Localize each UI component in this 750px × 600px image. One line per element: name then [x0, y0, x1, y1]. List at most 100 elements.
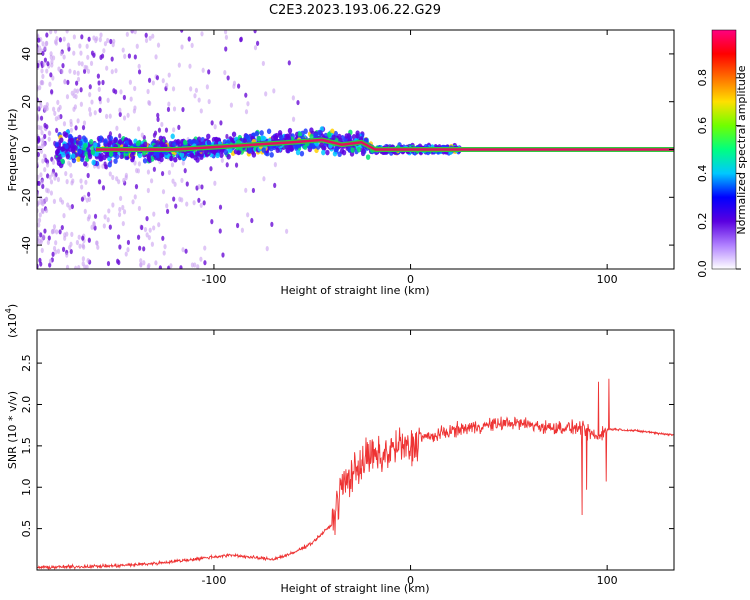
spectrogram-point — [103, 214, 107, 220]
spectrogram-point — [207, 69, 211, 75]
spectrogram-point — [124, 251, 128, 257]
spectrogram-point — [37, 105, 40, 111]
spectrogram-point — [146, 88, 150, 95]
spectrogram-point — [48, 258, 53, 264]
spectrogram-point — [119, 153, 124, 160]
colorbar-label: Normalized spectral amplitude — [735, 65, 748, 234]
spectrogram-point — [94, 37, 98, 44]
spectrogram-point — [226, 153, 231, 160]
spectrogram-point — [106, 217, 110, 223]
spectrogram-point — [132, 108, 136, 114]
spectrogram-point — [43, 57, 48, 63]
spectrogram-point — [118, 206, 122, 213]
spectrogram-point — [122, 115, 127, 121]
spectrogram-point — [46, 173, 50, 179]
spectrogram-point — [138, 245, 142, 251]
spectrogram-point — [125, 31, 129, 37]
spectrogram-point — [264, 91, 268, 97]
spectrogram-point — [229, 102, 234, 108]
spectrogram-point — [220, 157, 224, 163]
spectrogram-point — [259, 130, 264, 136]
spectrogram-point — [184, 248, 188, 254]
spectrogram-point — [291, 116, 296, 122]
spectrogram-point — [171, 178, 175, 184]
spectrogram-point — [171, 86, 176, 92]
spectrogram-point — [170, 162, 175, 168]
spectrogram-point — [79, 178, 83, 184]
spectrogram-point — [117, 211, 122, 218]
spectrogram-point — [223, 30, 228, 35]
spectrogram-point — [81, 256, 85, 262]
spectrogram-point — [172, 127, 176, 133]
spectrogram-point — [60, 68, 64, 75]
spectrogram-point — [62, 36, 66, 42]
spectrogram-point — [232, 83, 236, 89]
spectrogram-point — [82, 68, 87, 74]
spectrogram-point — [177, 141, 183, 148]
spectrogram-point — [42, 61, 46, 67]
spectrogram-point — [188, 63, 192, 69]
spectrogram-point — [195, 150, 200, 157]
spectrogram-point — [332, 150, 338, 157]
spectrogram-point — [51, 75, 55, 81]
spectrogram-point — [181, 106, 185, 113]
spectrogram-point — [45, 101, 49, 108]
spectrogram-point — [161, 78, 165, 84]
spectrogram-point — [87, 36, 91, 42]
spectrogram-point — [150, 156, 155, 162]
spectrogram-point — [137, 205, 142, 212]
spectrogram-point — [86, 216, 91, 222]
spectrogram-point — [41, 137, 45, 143]
spectrogram-point — [69, 121, 73, 128]
spectrogram-point — [63, 235, 67, 241]
spectrogram-point — [144, 37, 149, 44]
spectrogram-point — [203, 260, 207, 266]
spectrogram-point — [111, 174, 115, 181]
spectrogram-point — [52, 224, 57, 230]
snr-x-tick-label: -100 — [201, 574, 226, 587]
spectrogram-point — [93, 213, 98, 219]
spectrogram-point — [158, 135, 164, 142]
spectrogram-point — [157, 222, 161, 228]
spectrogram-point — [115, 125, 119, 131]
spectrogram-point — [42, 153, 47, 159]
spectrogram-point — [152, 166, 156, 172]
spectrogram-point — [203, 245, 207, 251]
spectrogram-point — [130, 30, 134, 34]
spectrogram-point — [118, 133, 122, 139]
spectrogram-point — [189, 152, 194, 158]
spectrogram-point — [303, 128, 308, 135]
spectrogram-point — [69, 173, 73, 179]
spectrogram-point — [52, 106, 56, 112]
snr-scale-label: (x104) — [4, 304, 19, 338]
spectrogram-point — [218, 204, 223, 210]
spectrogram-point — [167, 101, 171, 107]
spectrogram-point — [122, 177, 126, 184]
spectrogram-point — [158, 265, 162, 269]
spectrogram-point — [70, 231, 74, 237]
spectrogram-point — [87, 153, 93, 160]
spectrogram-point — [59, 197, 63, 203]
snr-y-tick-label: 0.5 — [20, 520, 33, 538]
spectrogram-point — [70, 180, 74, 186]
spectrogram-point — [165, 203, 169, 209]
spectrogram-point — [326, 131, 332, 138]
spectrogram-point — [239, 37, 243, 43]
snr-scale-prefix: (x10 — [6, 313, 19, 338]
spectrogram-point — [261, 147, 266, 153]
spectrogram-point — [225, 162, 229, 168]
spectrogram-point — [177, 62, 181, 68]
spectrogram-point — [39, 148, 44, 155]
spectrogram-point — [39, 232, 43, 238]
spectrogram-point — [76, 156, 81, 162]
spectrogram-point — [86, 172, 90, 179]
colorbar-tick-label: 0.2 — [696, 212, 709, 230]
spectrogram-point — [37, 237, 40, 244]
spectrogram-point — [56, 176, 61, 183]
spectrogram-point — [330, 128, 335, 135]
spectrogram-point — [183, 168, 187, 174]
spectrogram-point — [159, 152, 164, 158]
spectrogram-point — [199, 154, 204, 160]
snr-y-tick-label: 2.0 — [20, 396, 33, 414]
spectrogram-point — [225, 133, 229, 140]
